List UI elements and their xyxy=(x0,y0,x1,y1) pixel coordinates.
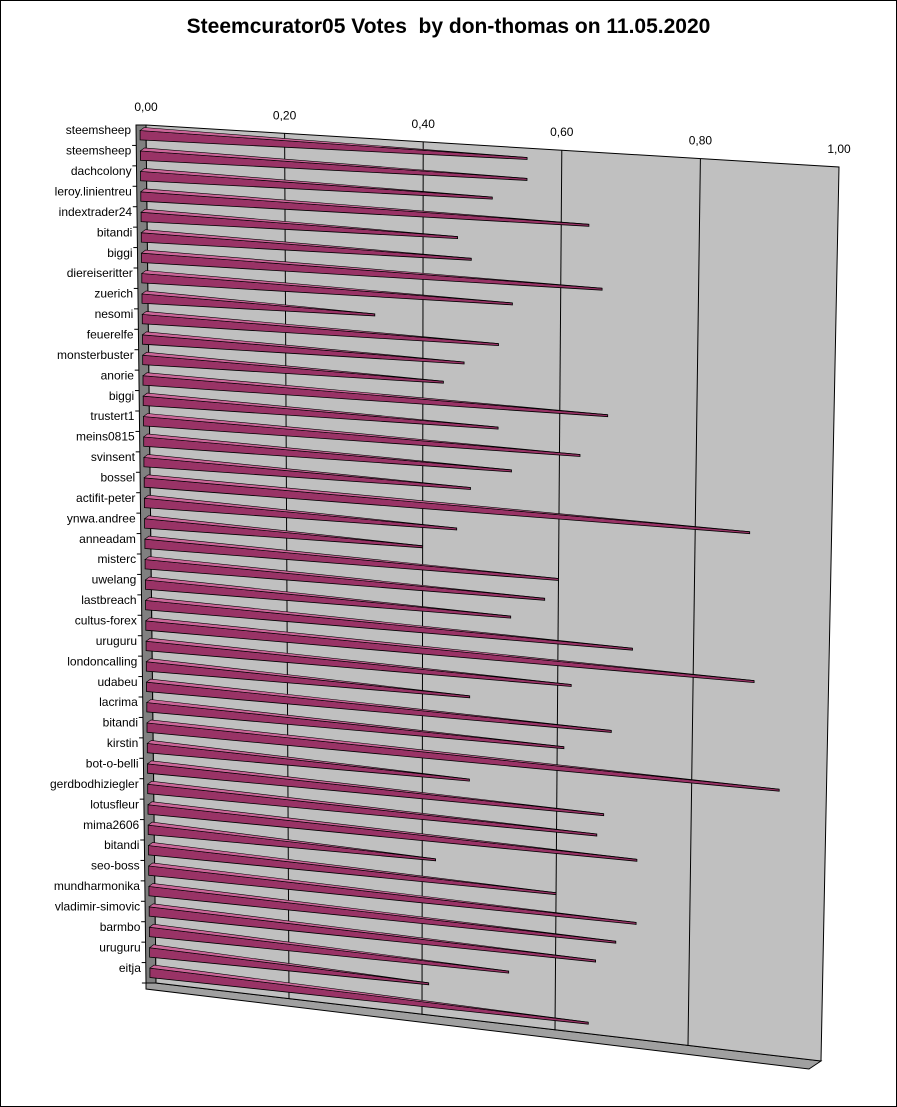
gridline xyxy=(284,133,290,999)
category-label: actifit-peter xyxy=(76,491,135,505)
category-label: biggi xyxy=(109,389,134,403)
category-label: zuerich xyxy=(94,287,133,301)
bar-top xyxy=(140,208,458,237)
category-label: udabeu xyxy=(98,675,138,689)
bar-top xyxy=(146,740,470,780)
category-label: lacrima xyxy=(99,695,138,709)
category-label: lotusfleur xyxy=(90,797,139,811)
category-label: ynwa.andree xyxy=(67,511,136,525)
bar-top xyxy=(148,883,616,942)
bar-top xyxy=(142,413,581,455)
category-label: uruguru xyxy=(99,940,140,954)
bar-top xyxy=(144,597,633,649)
category-label: meins0815 xyxy=(76,430,135,444)
bar-top xyxy=(141,290,375,315)
category-label: nesomi xyxy=(95,307,134,321)
category-label: misterc xyxy=(97,552,136,566)
category-label: steemsheep xyxy=(66,123,132,137)
bar-top xyxy=(146,760,604,814)
bar-top xyxy=(144,576,511,617)
category-label: monsterbuster xyxy=(57,348,134,362)
category-label: uwelang xyxy=(92,573,137,587)
category-label: svinsent xyxy=(91,450,136,464)
category-label: mima2606 xyxy=(83,818,139,832)
category-label: anneadam xyxy=(79,532,136,546)
bar-top xyxy=(143,515,423,547)
bar-top xyxy=(144,535,559,579)
category-label: seo-boss xyxy=(91,859,140,873)
bar-top xyxy=(148,903,596,961)
bar-top xyxy=(143,494,457,529)
bar-top xyxy=(146,780,597,835)
chart-title: Steemcurator05 Votes by don-thomas on 11… xyxy=(186,15,711,38)
category-label: steemsheep xyxy=(66,144,132,158)
x-tick-label: 0,80 xyxy=(689,134,713,148)
bar-top xyxy=(139,188,589,225)
category-label: leroy.linientreu xyxy=(55,185,132,199)
bar-top xyxy=(148,944,429,984)
x-tick-label: 0,40 xyxy=(412,117,436,131)
bar-top xyxy=(142,392,499,428)
category-label: trustert1 xyxy=(90,409,134,423)
bar-top xyxy=(147,842,557,893)
bar-top xyxy=(143,454,471,488)
bar-top xyxy=(144,556,545,599)
category-label: mundharmonika xyxy=(54,879,140,893)
x-tick-label: 0,20 xyxy=(273,108,297,122)
category-label: cultus-forex xyxy=(75,614,137,628)
bar-top xyxy=(146,699,564,747)
bar-top xyxy=(147,821,436,860)
bar-top xyxy=(142,433,512,471)
bar-top xyxy=(139,168,493,198)
bar-top xyxy=(149,964,589,1023)
category-label: barmbo xyxy=(100,920,141,934)
gridline xyxy=(687,158,701,1046)
bar-top xyxy=(145,658,470,697)
category-label: lastbreach xyxy=(81,593,136,607)
bar-top xyxy=(147,862,637,923)
bar-top xyxy=(140,249,603,289)
gridline xyxy=(554,150,563,1030)
bar-top xyxy=(147,801,637,860)
category-label: uruguru xyxy=(96,634,137,648)
x-tick-label: 1,00 xyxy=(827,142,851,156)
category-label: indextrader24 xyxy=(59,205,133,219)
category-label: eitja xyxy=(119,961,141,975)
bar-top xyxy=(145,678,612,731)
bar-top xyxy=(148,923,509,972)
category-label: bitandi xyxy=(104,838,139,852)
bar-top xyxy=(140,229,472,259)
bar-top xyxy=(142,372,608,415)
x-tick-label: 0,00 xyxy=(134,100,158,114)
x-tick-label: 0,60 xyxy=(550,125,574,139)
bar-top xyxy=(141,351,444,382)
category-label: biggi xyxy=(107,246,132,260)
category-label: diereiseritter xyxy=(67,266,133,280)
bar-top xyxy=(141,311,499,344)
bar-top xyxy=(141,331,465,363)
category-label: bot-o-belli xyxy=(86,757,139,771)
bar-top xyxy=(140,270,513,304)
category-label: kirstin xyxy=(107,736,138,750)
category-label: dachcolony xyxy=(71,164,132,178)
bar-top xyxy=(143,474,750,532)
gridline xyxy=(421,141,424,1015)
bar-top xyxy=(139,127,528,158)
category-label: bitandi xyxy=(97,225,132,239)
category-label: londoncalling xyxy=(67,654,137,668)
category-label: anorie xyxy=(101,368,135,382)
bar-top xyxy=(145,617,755,681)
category-label: gerdbodhiziegler xyxy=(50,777,139,791)
category-label: feuerelfe xyxy=(87,328,134,342)
floor xyxy=(145,982,823,1070)
category-label: vladimir-simovic xyxy=(55,900,140,914)
category-label: bitandi xyxy=(103,716,138,730)
bar-top xyxy=(145,637,572,685)
category-label: bossel xyxy=(100,471,135,485)
bar-top xyxy=(139,147,528,179)
bar-top xyxy=(146,719,780,790)
